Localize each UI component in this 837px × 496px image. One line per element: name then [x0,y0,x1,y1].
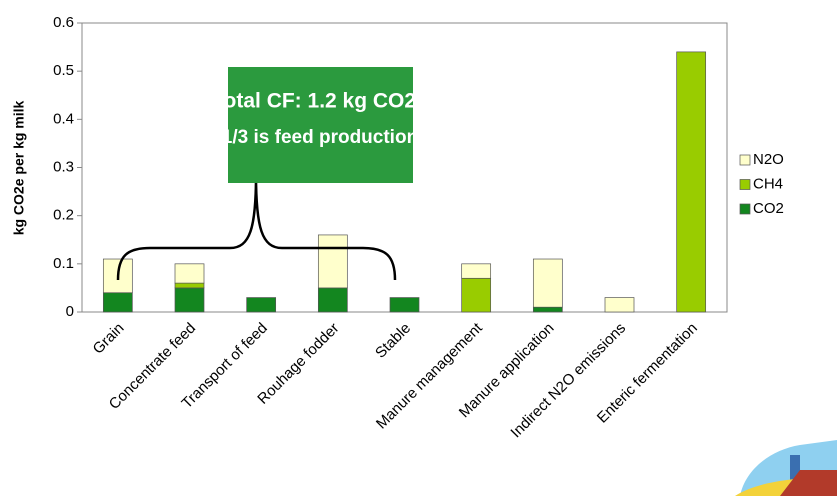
y-tick-label: 0.6 [53,14,74,31]
y-tick-label: 0.2 [53,207,74,224]
legend-label: N2O [753,151,784,168]
y-tick-label: 0 [66,303,74,320]
bar-segment [533,307,562,312]
x-tick-label: Indirect N2O emissions [507,320,629,442]
y-tick-label: 0.1 [53,255,74,272]
x-tick-label: Stable [372,320,414,362]
bar-segment [175,283,204,288]
annotation-text: Total CF: 1.2 kg CO2e [212,90,428,113]
legend-label: CO2 [753,200,784,217]
legend-swatch [740,204,750,214]
y-tick-label: 0.4 [53,110,74,127]
bar-segment [103,293,132,312]
annotation-text: (1/3 is feed production) [215,127,424,148]
bar-segment [318,235,347,288]
y-tick-label: 0.3 [53,158,74,175]
bar-segment [318,288,347,312]
bar-segment [677,52,706,312]
chart: kg CO2e per kg milk 0 0.1 0.2 0.3 0.4 0.5 0.6 G… [0,0,837,496]
bar-segment [605,298,634,312]
bar-segment [390,298,419,312]
legend-swatch [740,155,750,165]
y-tick-label: 0.5 [53,62,74,79]
farm-icon [735,440,837,496]
brace [118,175,395,280]
y-axis-label: kg CO2e per kg milk [11,100,27,235]
bar-segment [533,259,562,307]
annotation-box [228,67,413,183]
bar-segment [175,288,204,312]
bar-segment [462,278,491,312]
x-tick-label: Grain [90,320,128,358]
bar-segment [462,264,491,278]
legend-swatch [740,180,750,190]
bar-segment [175,264,204,283]
legend-label: CH4 [753,175,783,192]
bar-segment [247,298,276,312]
